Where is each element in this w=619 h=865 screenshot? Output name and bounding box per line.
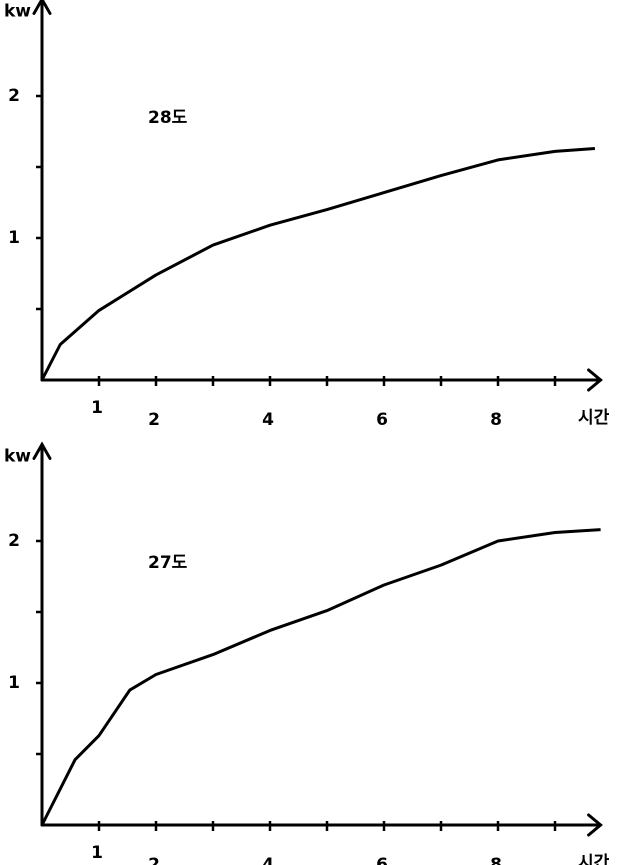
y-tick-label: 1 [8,228,20,248]
y-axis-label: kw [4,1,31,21]
x-tick-label: 2 [148,855,160,865]
x-tick-label: 1 [91,398,103,418]
x-tick-label: 6 [376,855,388,865]
x-axis-label: 시간 [578,853,610,865]
line [40,147,596,381]
x-tick-label: 8 [490,855,502,865]
x-axis-label: 시간 [578,408,610,428]
y-tick-label: 2 [8,531,20,551]
x-tick-label: 4 [262,410,274,430]
y-tick-label: 1 [8,673,20,693]
x-tick-label: 6 [376,410,388,430]
x-tick-label: 8 [490,410,502,430]
y-tick-label: 2 [8,86,20,106]
x-tick-label: 1 [91,843,103,863]
y-axis-label: kw [4,446,31,466]
annotation: 28도 [148,108,188,128]
y-axis [32,441,52,827]
line [40,528,601,826]
x-axis [40,813,603,837]
x-axis [40,368,603,392]
x-tick-label: 2 [148,410,160,430]
x-tick-label: 4 [262,855,274,865]
y-axis [32,0,52,382]
annotation: 27도 [148,553,188,573]
